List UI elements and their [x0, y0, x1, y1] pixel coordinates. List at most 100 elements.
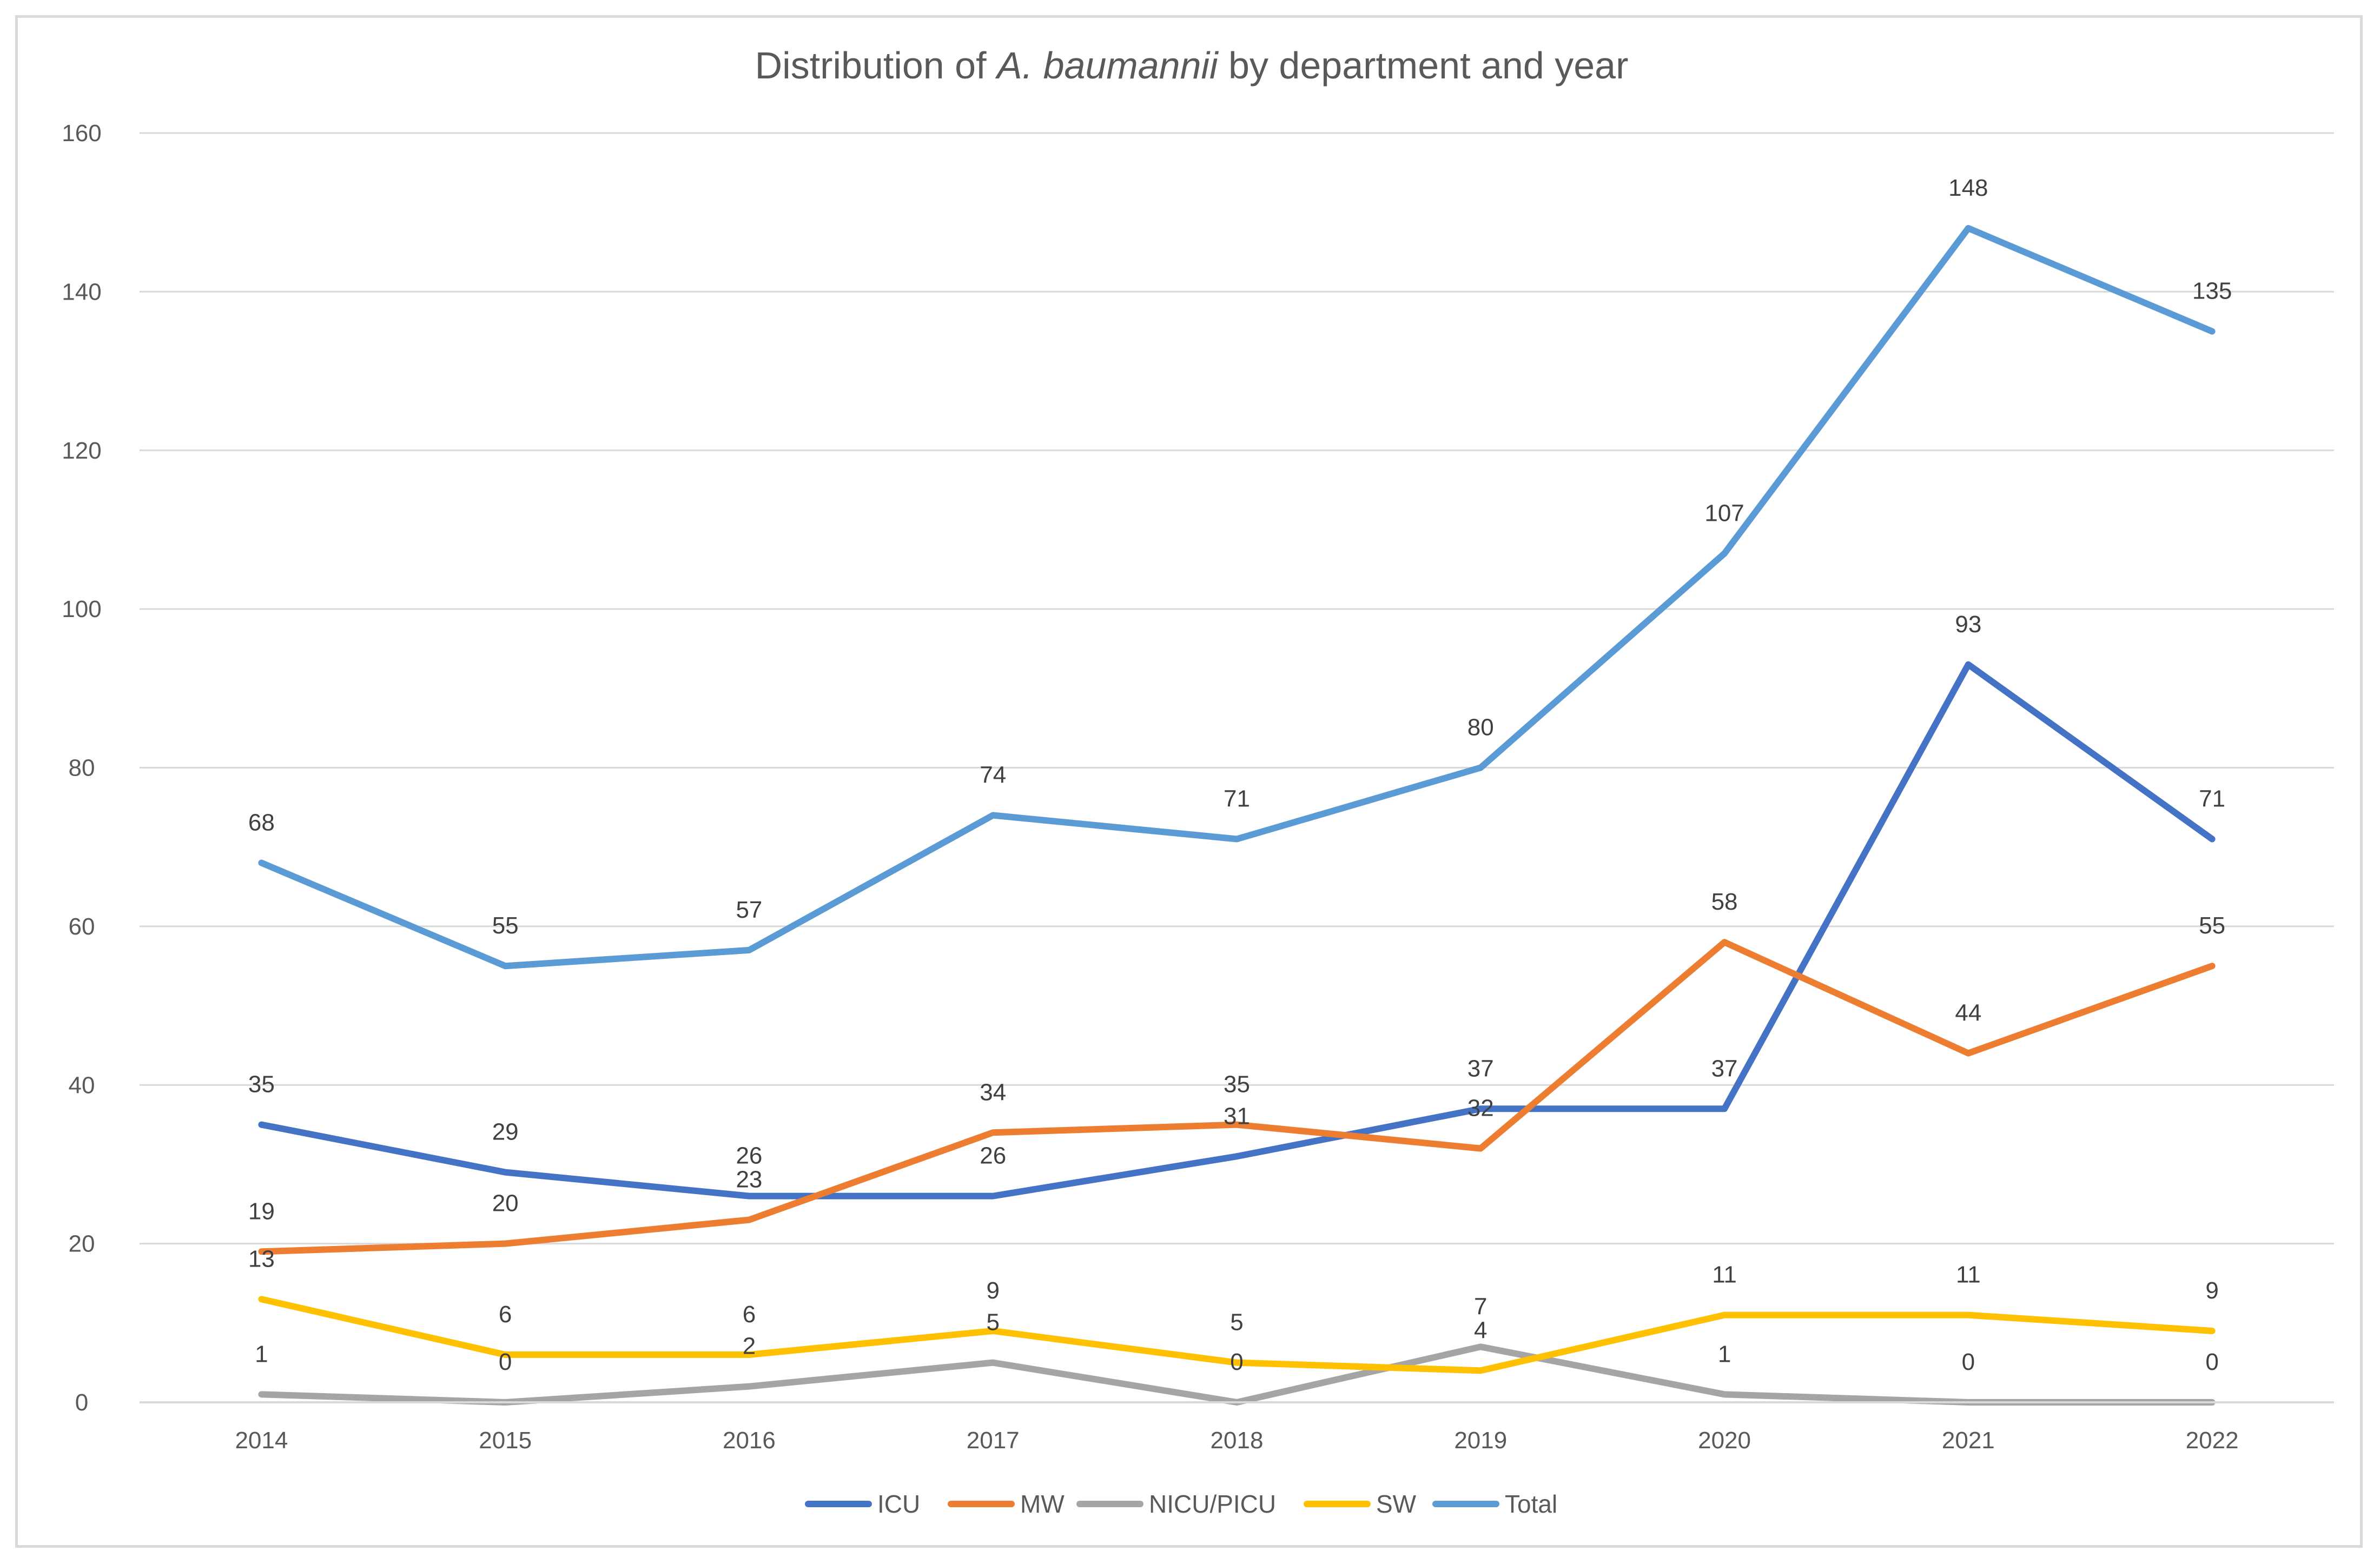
data-label: 9: [986, 1277, 999, 1304]
y-tick-label: 160: [62, 120, 101, 147]
x-tick-label: 2017: [967, 1427, 1020, 1454]
data-label: 11: [1956, 1262, 1981, 1288]
legend-label: NICU/PICU: [1149, 1490, 1276, 1518]
data-point: [991, 1361, 995, 1364]
data-point: [1479, 1345, 1483, 1349]
data-label: 37: [1467, 1055, 1494, 1082]
y-tick-label: 80: [69, 755, 95, 781]
data-label: 13: [248, 1245, 275, 1272]
data-point: [2210, 837, 2214, 841]
data-label: 11: [1712, 1262, 1737, 1288]
data-point: [1966, 1051, 1970, 1055]
data-point: [1966, 227, 1970, 230]
chart-title-suffix: by department and year: [1218, 44, 1629, 87]
data-point: [260, 1297, 263, 1301]
x-tick-label: 2022: [2186, 1427, 2239, 1454]
data-label: 107: [1704, 500, 1744, 526]
legend-item-total: Total: [1432, 1490, 1557, 1518]
data-point: [747, 1218, 751, 1222]
data-label: 74: [980, 762, 1006, 788]
data-point: [991, 1329, 995, 1333]
y-tick-label: 140: [62, 279, 101, 305]
data-label: 0: [499, 1349, 512, 1375]
data-point: [1479, 766, 1483, 770]
data-label: 0: [2205, 1349, 2218, 1375]
data-label: 5: [1230, 1309, 1243, 1336]
data-point: [1235, 837, 1239, 841]
data-point: [504, 1353, 507, 1356]
chart-title-prefix: Distribution of: [755, 44, 997, 87]
data-point: [1479, 1147, 1483, 1150]
data-label: 7: [1474, 1293, 1487, 1320]
data-label: 26: [980, 1143, 1006, 1169]
data-label: 26: [736, 1143, 762, 1169]
data-label: 35: [1224, 1071, 1250, 1098]
data-label: 148: [1948, 175, 1988, 201]
y-tick-label: 100: [62, 596, 101, 622]
data-point: [2210, 329, 2214, 333]
data-label: 29: [492, 1119, 519, 1145]
legend-item-icu: ICU: [805, 1490, 920, 1518]
data-label: 37: [1711, 1055, 1738, 1082]
legend-label: SW: [1376, 1490, 1417, 1518]
data-point: [260, 1250, 263, 1254]
data-point: [260, 1393, 263, 1396]
data-point: [504, 1242, 507, 1245]
data-label: 6: [743, 1301, 756, 1328]
x-tick-label: 2014: [235, 1427, 288, 1454]
y-tick-label: 0: [75, 1389, 88, 1416]
legend-item-mw: MW: [948, 1490, 1065, 1518]
x-tick-label: 2019: [1454, 1427, 1507, 1454]
data-point: [991, 1194, 995, 1198]
chart-title-italic: A. baumannii: [995, 44, 1219, 87]
data-point: [1235, 1123, 1239, 1126]
data-label: 71: [2199, 786, 2225, 812]
data-point: [1723, 1313, 1727, 1317]
y-tick-label: 120: [62, 438, 101, 464]
data-point: [1479, 1107, 1483, 1111]
data-point: [747, 1353, 751, 1356]
y-tick-label: 40: [69, 1072, 95, 1098]
x-tick-label: 2021: [1942, 1427, 1995, 1454]
data-label: 19: [248, 1198, 275, 1224]
gridlines: [140, 132, 2334, 1245]
chart-frame: 35 29 26 26 31 37 37 93 71 19 20 23 34 35 32 58 44 55 1 0 2 5…: [15, 15, 2363, 1548]
legend-label: Total: [1505, 1490, 1557, 1518]
data-label: 9: [2205, 1277, 2218, 1304]
data-label: 68: [248, 810, 275, 836]
data-label: 0: [1962, 1349, 1975, 1375]
data-label: 80: [1467, 714, 1494, 741]
data-label: 71: [1224, 786, 1250, 812]
data-label: 1: [255, 1341, 268, 1367]
data-point: [747, 1194, 751, 1198]
x-tick-label: 2020: [1698, 1427, 1751, 1454]
data-label: 135: [2192, 278, 2232, 304]
data-point: [747, 948, 751, 952]
data-point: [1966, 662, 1970, 666]
data-label: 55: [492, 912, 519, 939]
data-point: [1235, 1361, 1239, 1364]
data-label: 35: [248, 1071, 275, 1098]
legend-label: MW: [1020, 1490, 1065, 1518]
data-label: 6: [499, 1301, 512, 1328]
chart-title: Distribution of A. baumannii by departme…: [755, 44, 1629, 87]
data-label: 57: [736, 897, 762, 923]
data-point: [991, 813, 995, 817]
series-lines: [258, 225, 2216, 1406]
data-point: [504, 1170, 507, 1174]
data-label: 55: [2199, 912, 2225, 939]
data-label: 0: [1230, 1349, 1243, 1375]
data-label: 31: [1224, 1103, 1250, 1129]
legend-item-nicu-picu: NICU/PICU: [1076, 1490, 1276, 1518]
data-label: 1: [1718, 1341, 1731, 1367]
data-point: [260, 1123, 263, 1126]
x-tick-label: 2018: [1211, 1427, 1264, 1454]
data-point: [1723, 1107, 1727, 1111]
data-label: 4: [1474, 1317, 1487, 1343]
data-point: [991, 1131, 995, 1135]
legend-label: ICU: [877, 1490, 920, 1518]
data-point: [1479, 1369, 1483, 1373]
